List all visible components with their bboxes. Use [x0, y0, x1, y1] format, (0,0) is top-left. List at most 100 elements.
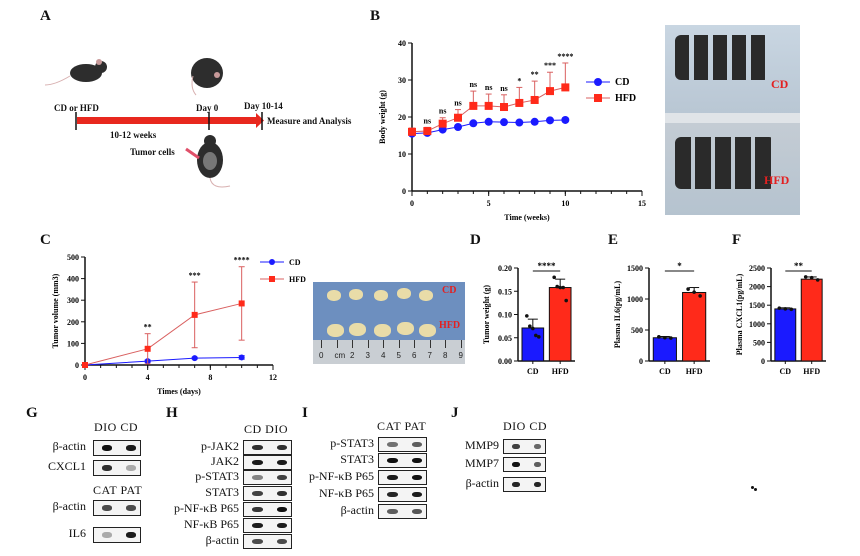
significance-label: ns	[470, 80, 478, 89]
blot-band	[411, 508, 422, 515]
x-tick-label: CD	[659, 367, 671, 376]
data-point-hfd	[423, 127, 432, 136]
blot-band	[533, 443, 541, 450]
timeline-measure: Measure and Analysis	[267, 116, 352, 126]
y-tick-label: 0	[639, 357, 643, 366]
blot-band	[411, 441, 422, 448]
data-point	[537, 335, 541, 339]
significance-label: **	[531, 70, 539, 79]
blot-band	[252, 506, 263, 513]
blot-band	[252, 444, 263, 451]
data-point	[555, 284, 559, 289]
blot-band	[512, 461, 520, 468]
blot-label: NF-κB P65	[183, 517, 239, 531]
y-tick-label: 10	[398, 150, 406, 159]
data-point-hfd	[469, 101, 478, 110]
data-point	[525, 314, 529, 318]
y-tick-label: 30	[398, 76, 406, 85]
blot-box	[503, 439, 546, 454]
y-tick-label: 400	[67, 275, 79, 284]
x-tick-label: 12	[269, 373, 277, 382]
panel-label-j: J	[451, 405, 459, 421]
ruler-label: 8	[443, 351, 448, 360]
tumor-sample	[327, 290, 341, 301]
significance-label: ns	[424, 116, 432, 125]
blot-box	[93, 500, 141, 516]
blot-band	[533, 481, 541, 488]
blot-band	[387, 508, 398, 515]
ruler: 0 cm 2 3 4 5 6 7 8 9	[313, 340, 465, 364]
timeline-end: Day 10-14	[244, 101, 283, 111]
blot-header: CD DIO	[244, 422, 288, 436]
tumor-photo: 0 cm 2 3 4 5 6 7 8 9 CD HFD	[313, 282, 465, 364]
data-point-hfd	[238, 300, 245, 307]
ruler-tick	[383, 340, 384, 348]
blot-label: p-JAK2	[201, 439, 239, 453]
timeline-arrow	[77, 117, 257, 124]
blot-band	[276, 538, 287, 545]
x-tick-label: CD	[527, 367, 539, 376]
ruler-label: 0	[319, 351, 324, 360]
legend-label: HFD	[615, 93, 636, 104]
y-tick-label: 200	[67, 318, 79, 327]
blot-label: β-actin	[340, 503, 374, 517]
tumor-sample	[374, 290, 388, 301]
blot-box	[243, 455, 292, 470]
y-tick-label: 300	[67, 296, 79, 305]
mouse-photo-label-hfd: HFD	[764, 173, 790, 187]
y-axis-label: Body weight (g)	[378, 90, 387, 144]
panel-label-i: I	[302, 405, 308, 421]
data-point	[564, 298, 568, 303]
blot-box	[378, 504, 427, 519]
blot-box	[378, 453, 427, 468]
y-tick-label: 1500	[627, 264, 643, 273]
data-point-hfd	[438, 119, 447, 128]
chart-f: 0 500 1000 1500 2000 2500 Plasma CXCL1(pg/mL) C…	[735, 261, 826, 376]
data-point-cd	[546, 116, 554, 125]
data-point-hfd	[561, 83, 570, 92]
x-tick-label: HFD	[686, 367, 703, 376]
y-tick-label: 1000	[627, 295, 643, 304]
y-tick-label: 1500	[749, 301, 765, 310]
y-tick-label: 500	[753, 338, 765, 347]
syringe-icon	[185, 147, 200, 160]
blot-band	[126, 531, 136, 539]
significance-label: ***	[189, 271, 201, 280]
legend-marker	[269, 276, 275, 282]
y-axis-label: Plasma CXCL1(pg/mL)	[735, 273, 744, 355]
blot-box	[93, 460, 141, 476]
x-tick-label: 0	[410, 199, 414, 208]
data-point-hfd	[500, 103, 508, 112]
tumor-sample	[397, 288, 411, 299]
y-tick-label: 2500	[749, 264, 765, 273]
timeline-duration: 10-12 weeks	[110, 130, 157, 140]
tumor-photo-label-cd: CD	[442, 285, 457, 296]
data-point	[686, 287, 690, 291]
blot-label: CXCL1	[47, 459, 86, 473]
y-axis-label: Tumor weight (g)	[482, 285, 491, 344]
data-point-cd	[191, 355, 198, 362]
data-point-hfd	[530, 95, 539, 104]
data-point	[809, 275, 814, 280]
y-tick-label: 500	[631, 326, 643, 335]
data-point	[803, 275, 808, 279]
panel-label-f: F	[732, 232, 742, 248]
blot-box	[503, 477, 546, 492]
legend-marker	[594, 94, 602, 102]
significance-label: ****	[234, 256, 250, 265]
blot-box	[243, 518, 292, 533]
x-tick-label: 15	[638, 199, 646, 208]
chart-e: 0 500 1000 1500 Plasma IL6(pg/mL) CD HFD *	[613, 261, 710, 376]
blot-band	[276, 459, 287, 466]
blot-header: DIO CD	[94, 420, 138, 434]
blot-box	[243, 470, 292, 485]
x-tick-label: 5	[487, 199, 491, 208]
blot-band	[126, 464, 136, 472]
x-axis-label: Time (weeks)	[504, 213, 550, 222]
blot-band	[512, 481, 520, 488]
data-point-cd	[561, 115, 570, 124]
data-point	[789, 307, 794, 312]
blot-label: β-actin	[205, 533, 239, 547]
data-point	[663, 335, 667, 340]
